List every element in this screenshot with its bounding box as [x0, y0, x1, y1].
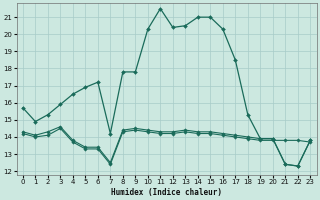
X-axis label: Humidex (Indice chaleur): Humidex (Indice chaleur)	[111, 188, 222, 197]
